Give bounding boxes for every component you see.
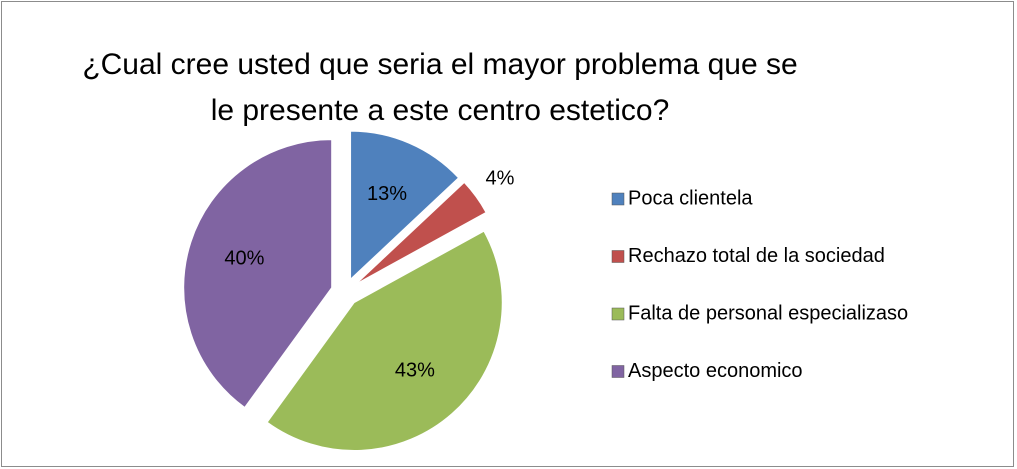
legend-label: Aspecto economico bbox=[628, 360, 803, 382]
pie-slice bbox=[350, 130, 460, 281]
pie-slice bbox=[355, 181, 487, 285]
legend-swatch bbox=[611, 250, 625, 263]
chart-title: ¿Cual cree usted que seria el mayor prob… bbox=[82, 48, 798, 127]
data-label: 13% bbox=[367, 183, 407, 205]
pie-slice bbox=[266, 230, 503, 451]
legend-label: Rechazo total de la sociedad bbox=[628, 245, 885, 267]
data-label: 40% bbox=[224, 248, 264, 270]
data-label: 4% bbox=[486, 168, 515, 190]
legend-label: Poca clientela bbox=[628, 187, 753, 209]
legend-swatch bbox=[611, 192, 625, 206]
legend-label: Falta de personal especializaso bbox=[628, 302, 908, 324]
legend-swatch bbox=[611, 307, 625, 321]
legend-swatch bbox=[611, 365, 625, 378]
data-label: 43% bbox=[395, 360, 435, 382]
pie-slice bbox=[183, 139, 333, 409]
